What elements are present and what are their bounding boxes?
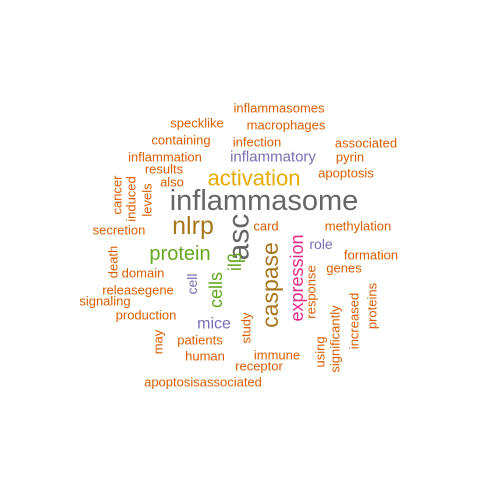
word-methylation: methylation — [325, 219, 391, 234]
word-protein: protein — [149, 243, 210, 265]
word-activation: activation — [208, 166, 301, 191]
word-increased: increased — [347, 293, 362, 349]
word-production: production — [116, 308, 177, 323]
word-significantly: significantly — [328, 305, 343, 373]
word-inflammasome: inflammasome — [170, 185, 359, 217]
word-associated: associated — [335, 136, 397, 151]
word-immune: immune — [254, 348, 300, 363]
word-death: death — [106, 246, 121, 279]
word-expression: expression — [287, 234, 307, 321]
word-mice: mice — [197, 316, 231, 333]
word-study: study — [239, 312, 254, 344]
word-apoptosisassociated: apoptosisassociated — [144, 375, 262, 390]
word-cells: cells — [206, 272, 226, 308]
word-containing: containing — [151, 133, 210, 148]
word-may: may — [151, 329, 166, 354]
word-using: using — [313, 336, 328, 367]
word-apoptosis: apoptosis — [318, 166, 374, 181]
word-patients: patients — [177, 333, 223, 348]
word-response: response — [304, 265, 319, 318]
word-levels: levels — [140, 183, 155, 217]
word-results: results — [145, 162, 184, 177]
word-also: also — [160, 175, 184, 190]
word-card: card — [253, 219, 278, 234]
word-releasegene: releasegene — [102, 283, 174, 298]
word-inflammation: inflammation — [128, 150, 202, 165]
word-signaling: signaling — [79, 294, 130, 309]
word-formation: formation — [344, 248, 398, 263]
word-cell: cell — [184, 273, 200, 294]
word-inflammasomes: inflammasomes — [233, 101, 325, 116]
word-induced: induced — [124, 176, 139, 222]
word-specklike: specklike — [170, 116, 223, 131]
word-nlrp: nlrp — [172, 212, 214, 240]
word-macrophages: macrophages — [247, 118, 326, 133]
word-proteins: proteins — [365, 282, 380, 329]
word-human: human — [185, 349, 225, 364]
word-pyrin: pyrin — [336, 150, 364, 165]
word-cancer: cancer — [110, 175, 125, 215]
word-ilβ: ilβ — [225, 253, 245, 271]
word-caspase: caspase — [257, 242, 283, 328]
word-asc: asc — [223, 214, 256, 261]
word-infection: infection — [233, 135, 281, 150]
word-domain: domain — [122, 266, 165, 281]
word-genes: genes — [326, 261, 362, 276]
word-receptor: receptor — [235, 359, 283, 374]
word-role: role — [309, 236, 333, 252]
word-secretion: secretion — [93, 223, 146, 238]
word-inflammatory: inflammatory — [230, 149, 316, 166]
